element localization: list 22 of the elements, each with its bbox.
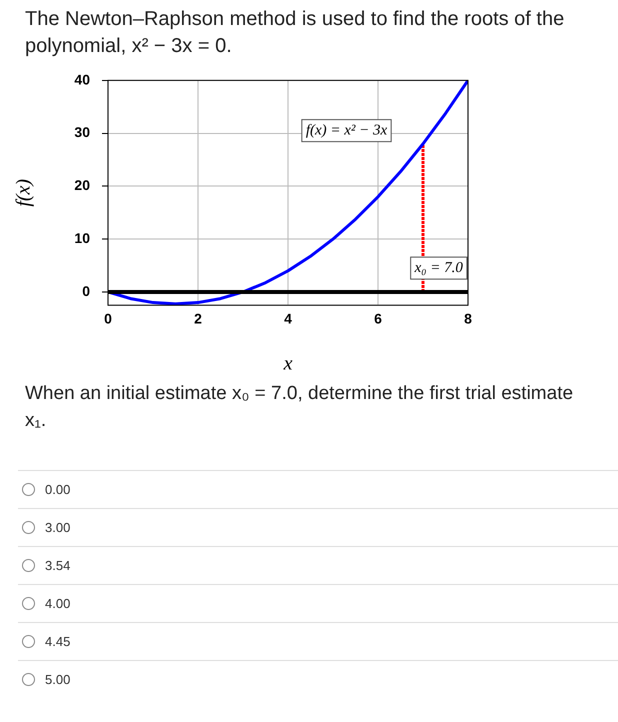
y-tick-label: 40 bbox=[74, 71, 90, 88]
x-axis-title: x bbox=[282, 352, 293, 374]
x-tick-label: 0 bbox=[104, 310, 112, 326]
chart-title: The Newton–Raphson method is used to find the roots of the polynomial, x² − 3x = 0. bbox=[24, 7, 566, 59]
text: 4.45 bbox=[45, 634, 70, 649]
text: 3.54 bbox=[45, 558, 70, 573]
y-tick-label: 0 bbox=[82, 282, 90, 299]
y-axis-title: f(x) bbox=[12, 178, 34, 207]
text: When an initial estimate x₀ = 7.0, determine the first trial estimate x₁. bbox=[24, 382, 574, 433]
text: 3.00 bbox=[45, 520, 70, 535]
text: 5.00 bbox=[45, 672, 70, 687]
x-tick-label: 4 bbox=[284, 310, 292, 326]
y-tick-label: 20 bbox=[74, 177, 90, 194]
x-tick-label: 6 bbox=[374, 310, 382, 326]
text: 4.00 bbox=[45, 596, 70, 611]
annotation: f(x) = x² − 3x bbox=[306, 122, 388, 139]
text: 0.00 bbox=[45, 482, 70, 497]
y-tick-label: 10 bbox=[74, 230, 90, 246]
x-tick-label: 8 bbox=[464, 310, 472, 326]
annotation: x₀ = 7.0 bbox=[414, 260, 464, 276]
x-tick-label: 2 bbox=[194, 310, 202, 326]
y-tick-label: 30 bbox=[74, 124, 90, 140]
